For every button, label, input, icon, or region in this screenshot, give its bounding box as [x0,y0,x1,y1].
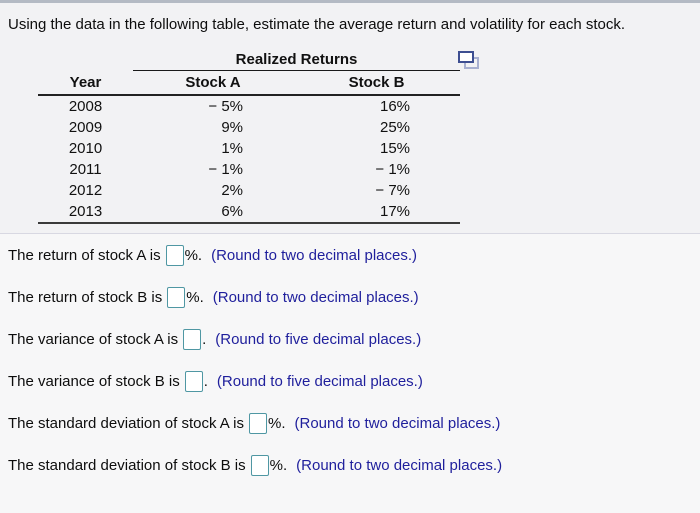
answer-suffix: %. [184,246,203,264]
section-divider [0,233,700,234]
problem-statement: Using the data in the following table, e… [8,16,626,33]
table-column-header-row: Year Stock A Stock B [38,70,461,96]
cell-year: 2013 [38,201,133,224]
answer-suffix: . [202,330,207,348]
answer-label: The standard deviation of stock A is [8,414,244,432]
table-spacer-cell [38,49,133,71]
cell-stock-b: − 7% [375,182,411,199]
table-row: 2008 − 5% 16% [38,95,460,117]
cell-stock-a: 2% [221,182,243,199]
answer-input-stdev-b[interactable] [250,454,269,476]
rounding-instruction: (Round to two decimal places.) [212,288,419,306]
cell-stock-a: 1% [221,140,243,157]
answer-row-return-b: The return of stock B is %. (Round to tw… [0,276,700,318]
answer-input-return-b[interactable] [167,286,186,308]
answer-row-variance-b: The variance of stock B is . (Round to f… [0,360,700,402]
answer-suffix: %. [186,288,204,306]
cell-stock-a: − 1% [208,161,243,178]
answer-row-stdev-a: The standard deviation of stock A is %. … [0,402,700,444]
answer-row-variance-a: The variance of stock A is . (Round to f… [0,318,700,360]
answer-suffix: %. [269,456,288,474]
cell-stock-a: 6% [133,201,293,224]
cell-stock-b: 25% [379,119,411,136]
column-header-stock-b: Stock B [293,70,461,96]
answer-row-return-a: The return of stock A is %. (Round to tw… [0,234,700,276]
rounding-instruction: (Round to two decimal places.) [211,246,418,264]
answer-input-variance-b[interactable] [184,370,203,392]
cell-year: 2008 [68,98,103,115]
cell-year: 2012 [68,182,103,199]
table-row: 2010 1% 15% [38,138,460,159]
returns-table: Realized Returns Year Stock A Stock B 20… [38,49,461,224]
group-header-realized-returns: Realized Returns [133,49,461,71]
table-group-header-row: Realized Returns [38,49,461,71]
table-row: 2012 2% − 7% [38,180,460,201]
rounding-instruction: (Round to five decimal places.) [215,330,422,348]
copy-table-icon[interactable] [458,51,480,69]
cell-year: 2010 [68,140,103,157]
table-row: 2009 9% 25% [38,117,460,138]
window-top-edge [0,0,700,3]
answer-label: The return of stock A is [8,246,161,264]
rounding-instruction: (Round to two decimal places.) [294,414,501,432]
cell-year: 2009 [68,119,103,136]
cell-stock-b: 16% [379,98,411,115]
table-row: 2013 6% 17% [38,201,461,224]
answer-label: The standard deviation of stock B is [8,456,246,474]
answer-input-variance-a[interactable] [183,328,202,350]
rounding-instruction: (Round to two decimal places.) [296,456,503,474]
column-header-year: Year [38,70,133,96]
answer-label: The variance of stock A is [8,330,179,348]
cell-year: 2011 [69,161,102,178]
cell-stock-a: 9% [221,119,243,136]
cell-stock-b: 17% [293,201,461,224]
returns-table-container: Realized Returns Year Stock A Stock B 20… [38,49,482,224]
problem-section: Using the data in the following table, e… [0,3,700,233]
answer-input-stdev-a[interactable] [248,412,267,434]
answer-suffix: %. [267,414,286,432]
rounding-instruction: (Round to five decimal places.) [216,372,423,390]
cell-stock-b: − 1% [375,161,411,178]
answer-label: The return of stock B is [8,288,163,306]
answer-suffix: . [203,372,208,390]
cell-stock-b: 15% [379,140,411,157]
answer-input-return-a[interactable] [165,244,184,266]
answers-section: The return of stock A is %. (Round to tw… [0,234,700,486]
column-header-stock-a: Stock A [133,70,293,96]
table-row: 2011 − 1% − 1% [38,159,460,180]
answer-row-stdev-b: The standard deviation of stock B is %. … [0,444,700,486]
answer-label: The variance of stock B is [8,372,180,390]
copy-table-icon-front-rect [458,51,474,63]
cell-stock-a: − 5% [208,98,243,115]
